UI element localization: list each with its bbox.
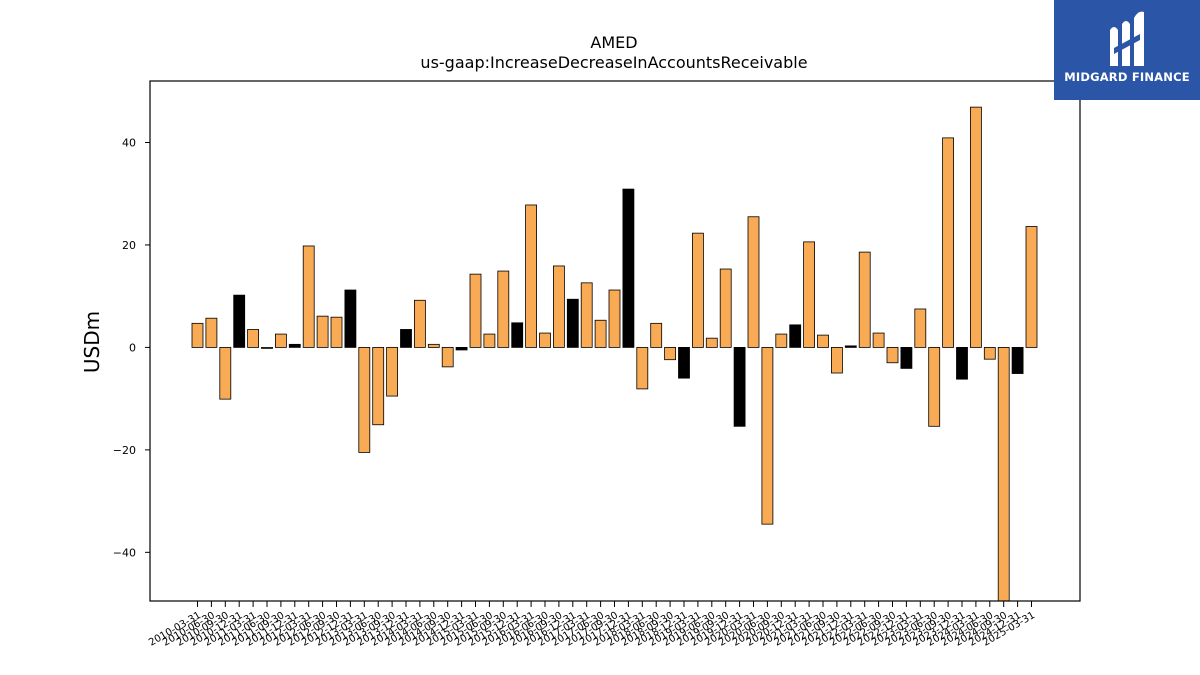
bar-2024-03-31: [970, 106, 982, 348]
bar-2024-12-31: [1011, 346, 1024, 374]
bar-2010-03-31: [191, 322, 204, 348]
bar-2016-09-30: [553, 265, 565, 348]
bar-2016-03-31: [525, 204, 537, 348]
bar-2019-06-30: [705, 337, 718, 348]
y-tick-label: 40: [122, 136, 136, 149]
bar-2019-03-31: [692, 232, 704, 348]
bar-2024-09-30: [997, 346, 1010, 602]
y-tick-label: 20: [122, 239, 136, 252]
bar-2017-06-30: [594, 319, 607, 348]
y-tick-label: −20: [113, 444, 136, 457]
bar-2014-06-30: [427, 343, 440, 348]
bar-2011-09-30: [274, 333, 287, 348]
bar-2016-12-31: [566, 298, 579, 348]
bar-2023-06-30: [928, 346, 941, 427]
bar-2022-09-30: [886, 346, 899, 364]
bar-2015-06-30: [483, 333, 496, 348]
bar-2012-09-30: [330, 316, 343, 348]
bar-2013-03-31: [358, 346, 371, 453]
bar-2010-12-31: [233, 294, 246, 348]
y-axis-label: USDm: [80, 311, 104, 373]
bar-2025-03-31: [1025, 226, 1038, 348]
bar-2014-09-30: [441, 346, 454, 368]
bar-2020-09-30: [775, 333, 788, 348]
bar-2023-03-31: [914, 308, 927, 348]
bar-2021-12-31: [844, 345, 857, 348]
bar-2018-06-30: [650, 322, 663, 348]
y-axis-ticks: −40 −20 0 20 40: [113, 136, 150, 559]
bar-2018-09-30: [664, 346, 676, 361]
bar-2023-12-31: [956, 346, 968, 380]
bar-2015-12-31: [511, 322, 524, 348]
bar-2023-09-30: [942, 137, 954, 348]
bar-2024-06-30: [983, 346, 996, 360]
brand-name: MIDGARD FINANCE: [1064, 70, 1190, 84]
brand-logo: MIDGARD FINANCE: [1054, 0, 1200, 100]
bar-2018-12-31: [678, 346, 690, 379]
bar-2020-12-31: [789, 324, 802, 348]
bar-2020-03-31: [747, 216, 760, 348]
bar-2014-03-31: [413, 299, 426, 348]
plot-frame: [149, 80, 1081, 602]
bar-2020-06-30: [761, 346, 774, 525]
bar-2011-12-31: [288, 343, 301, 348]
chart-title: AMED: [590, 33, 637, 52]
bar-2022-06-30: [872, 332, 885, 348]
bar-2010-06-30: [205, 317, 218, 348]
bar-2014-12-31: [455, 346, 468, 351]
bar-2011-03-31: [247, 329, 260, 348]
bar-2013-09-30: [386, 346, 399, 397]
chart-subtitle: us-gaap:IncreaseDecreaseInAccountsReceiv…: [420, 53, 807, 72]
y-tick-label: −40: [113, 546, 136, 559]
bar-2017-12-31: [622, 188, 635, 348]
bar-2012-06-30: [316, 315, 329, 348]
bars-group: [191, 106, 1038, 602]
bar-2012-03-31: [302, 245, 315, 348]
bar-2013-12-31: [400, 329, 412, 348]
bar-2021-03-31: [803, 241, 815, 348]
bar-2016-06-30: [539, 332, 551, 348]
bar-2022-03-31: [858, 251, 871, 348]
bar-2017-09-30: [608, 289, 621, 348]
bar-2019-12-31: [733, 346, 746, 427]
bar-2021-09-30: [831, 346, 843, 374]
y-tick-label: 0: [129, 341, 136, 354]
midgard-logo-icon: [1054, 0, 1200, 100]
bar-2013-06-30: [372, 346, 385, 426]
bar-2022-12-31: [900, 346, 913, 369]
bar-2010-09-30: [219, 346, 232, 400]
bar-2017-03-31: [580, 282, 593, 348]
bar-2021-06-30: [817, 334, 829, 348]
bar-2019-09-30: [719, 268, 732, 348]
bar-2015-09-30: [497, 270, 510, 348]
bar-2012-12-31: [344, 289, 357, 348]
x-axis-ticks: 2010-03-312010-06-302010-09-302010-12-31…: [147, 601, 1037, 649]
bar-2018-03-31: [636, 346, 649, 390]
bar-2011-06-30: [261, 346, 273, 349]
bar-2015-03-31: [469, 273, 482, 348]
